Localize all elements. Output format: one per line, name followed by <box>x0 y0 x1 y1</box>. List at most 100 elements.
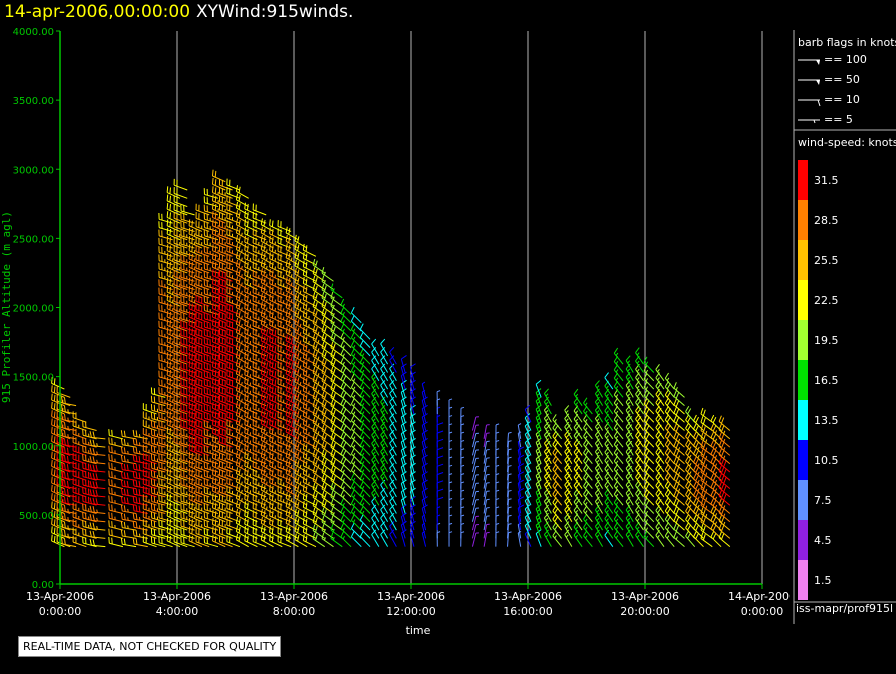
wind-barb <box>252 419 267 432</box>
barb-feather <box>194 412 196 420</box>
barb-staff <box>219 416 233 423</box>
wind-barb <box>211 236 226 249</box>
wind-barb <box>211 169 226 183</box>
wind-barb <box>188 285 203 299</box>
wind-barb <box>108 536 124 548</box>
barb-staff <box>91 478 106 481</box>
barb-feather <box>191 262 193 269</box>
wind-barb <box>211 277 226 290</box>
barb-staff <box>244 366 258 373</box>
barb-staff <box>122 527 137 531</box>
wind-barb <box>226 336 241 349</box>
barb-feather <box>238 203 241 210</box>
wind-barb <box>82 470 97 481</box>
wind-barb <box>235 193 249 208</box>
barb-feather <box>288 352 291 359</box>
barb-feather <box>235 351 239 358</box>
barb-feather <box>263 460 266 467</box>
barb-half-feather <box>241 274 243 278</box>
barb-feather <box>235 185 239 192</box>
barb-feather <box>244 484 246 492</box>
barb-staff <box>226 184 241 191</box>
barb-feather <box>238 261 241 268</box>
barb-staff <box>212 225 226 232</box>
barb-feather <box>288 510 291 517</box>
barb-feather <box>61 496 63 503</box>
barb-feather <box>271 519 274 526</box>
barb-staff <box>173 416 188 423</box>
barb-feather <box>312 350 316 357</box>
wind-barb <box>294 276 308 290</box>
barb-feather <box>271 361 274 368</box>
barb-feather <box>66 447 69 454</box>
wind-barb <box>269 451 283 465</box>
barb-staff <box>173 466 188 473</box>
barb-staff <box>294 248 308 257</box>
barb-feather <box>305 344 308 352</box>
barb-staff <box>166 192 181 199</box>
wind-barb <box>330 474 343 490</box>
barb-staff <box>166 208 181 216</box>
wind-barb <box>226 203 241 216</box>
barb-feather <box>211 451 214 459</box>
barb-staff <box>219 441 233 448</box>
barb-feather <box>312 275 316 282</box>
barb-feather <box>288 418 291 426</box>
barb-feather <box>188 318 191 326</box>
barb-feather <box>246 253 249 261</box>
barb-staff <box>212 366 226 373</box>
wind-barb <box>82 428 97 440</box>
barb-feather <box>191 403 193 410</box>
barb-feather <box>290 353 294 361</box>
barb-staff <box>244 399 258 407</box>
barb-half-feather <box>290 514 293 519</box>
barb-feather <box>211 318 214 326</box>
wind-barb <box>312 366 325 382</box>
barb-feather <box>290 337 294 344</box>
barb-feather <box>169 403 171 410</box>
barb-feather <box>169 477 171 485</box>
wind-barb <box>195 311 210 324</box>
barb-staff <box>219 541 233 548</box>
wind-barb <box>188 418 203 431</box>
wind-barb <box>226 228 241 241</box>
wind-barb <box>188 294 203 307</box>
barb-feather <box>63 422 66 429</box>
barb-feather <box>285 268 288 275</box>
wind-barb <box>166 360 181 373</box>
wind-barb <box>260 317 274 332</box>
barb-feather <box>61 487 63 495</box>
wind-barb <box>277 303 292 315</box>
barb-feather <box>217 404 220 411</box>
barb-staff <box>188 432 203 440</box>
barb-staff <box>72 425 87 432</box>
wind-barb <box>72 452 87 465</box>
barb-staff <box>122 535 137 539</box>
barb-feather <box>263 402 266 409</box>
barb-feather <box>138 497 141 504</box>
barb-feather <box>330 358 334 365</box>
barb-staff <box>269 241 283 249</box>
barb-feather <box>294 458 297 466</box>
barb-staff <box>226 516 241 523</box>
wind-barb <box>173 220 188 232</box>
barb-feather <box>138 480 141 488</box>
barb-feather <box>123 430 126 438</box>
barb-half-feather <box>241 232 243 236</box>
wind-barb <box>108 495 124 506</box>
barb-feather <box>312 441 316 448</box>
barb-feather <box>246 402 249 410</box>
wind-barb <box>277 419 292 432</box>
barb-staff <box>173 425 188 432</box>
barb-feather <box>315 501 318 508</box>
barb-feather <box>323 343 327 350</box>
barb-feather <box>235 218 239 225</box>
barb-feather <box>89 472 92 479</box>
barb-feather <box>321 449 325 456</box>
barb-feather <box>235 334 239 341</box>
wind-barb <box>173 460 188 473</box>
barb-feather <box>132 471 135 478</box>
barb-feather <box>271 436 274 443</box>
wind-barb <box>211 534 226 548</box>
barb-feather <box>263 510 266 517</box>
